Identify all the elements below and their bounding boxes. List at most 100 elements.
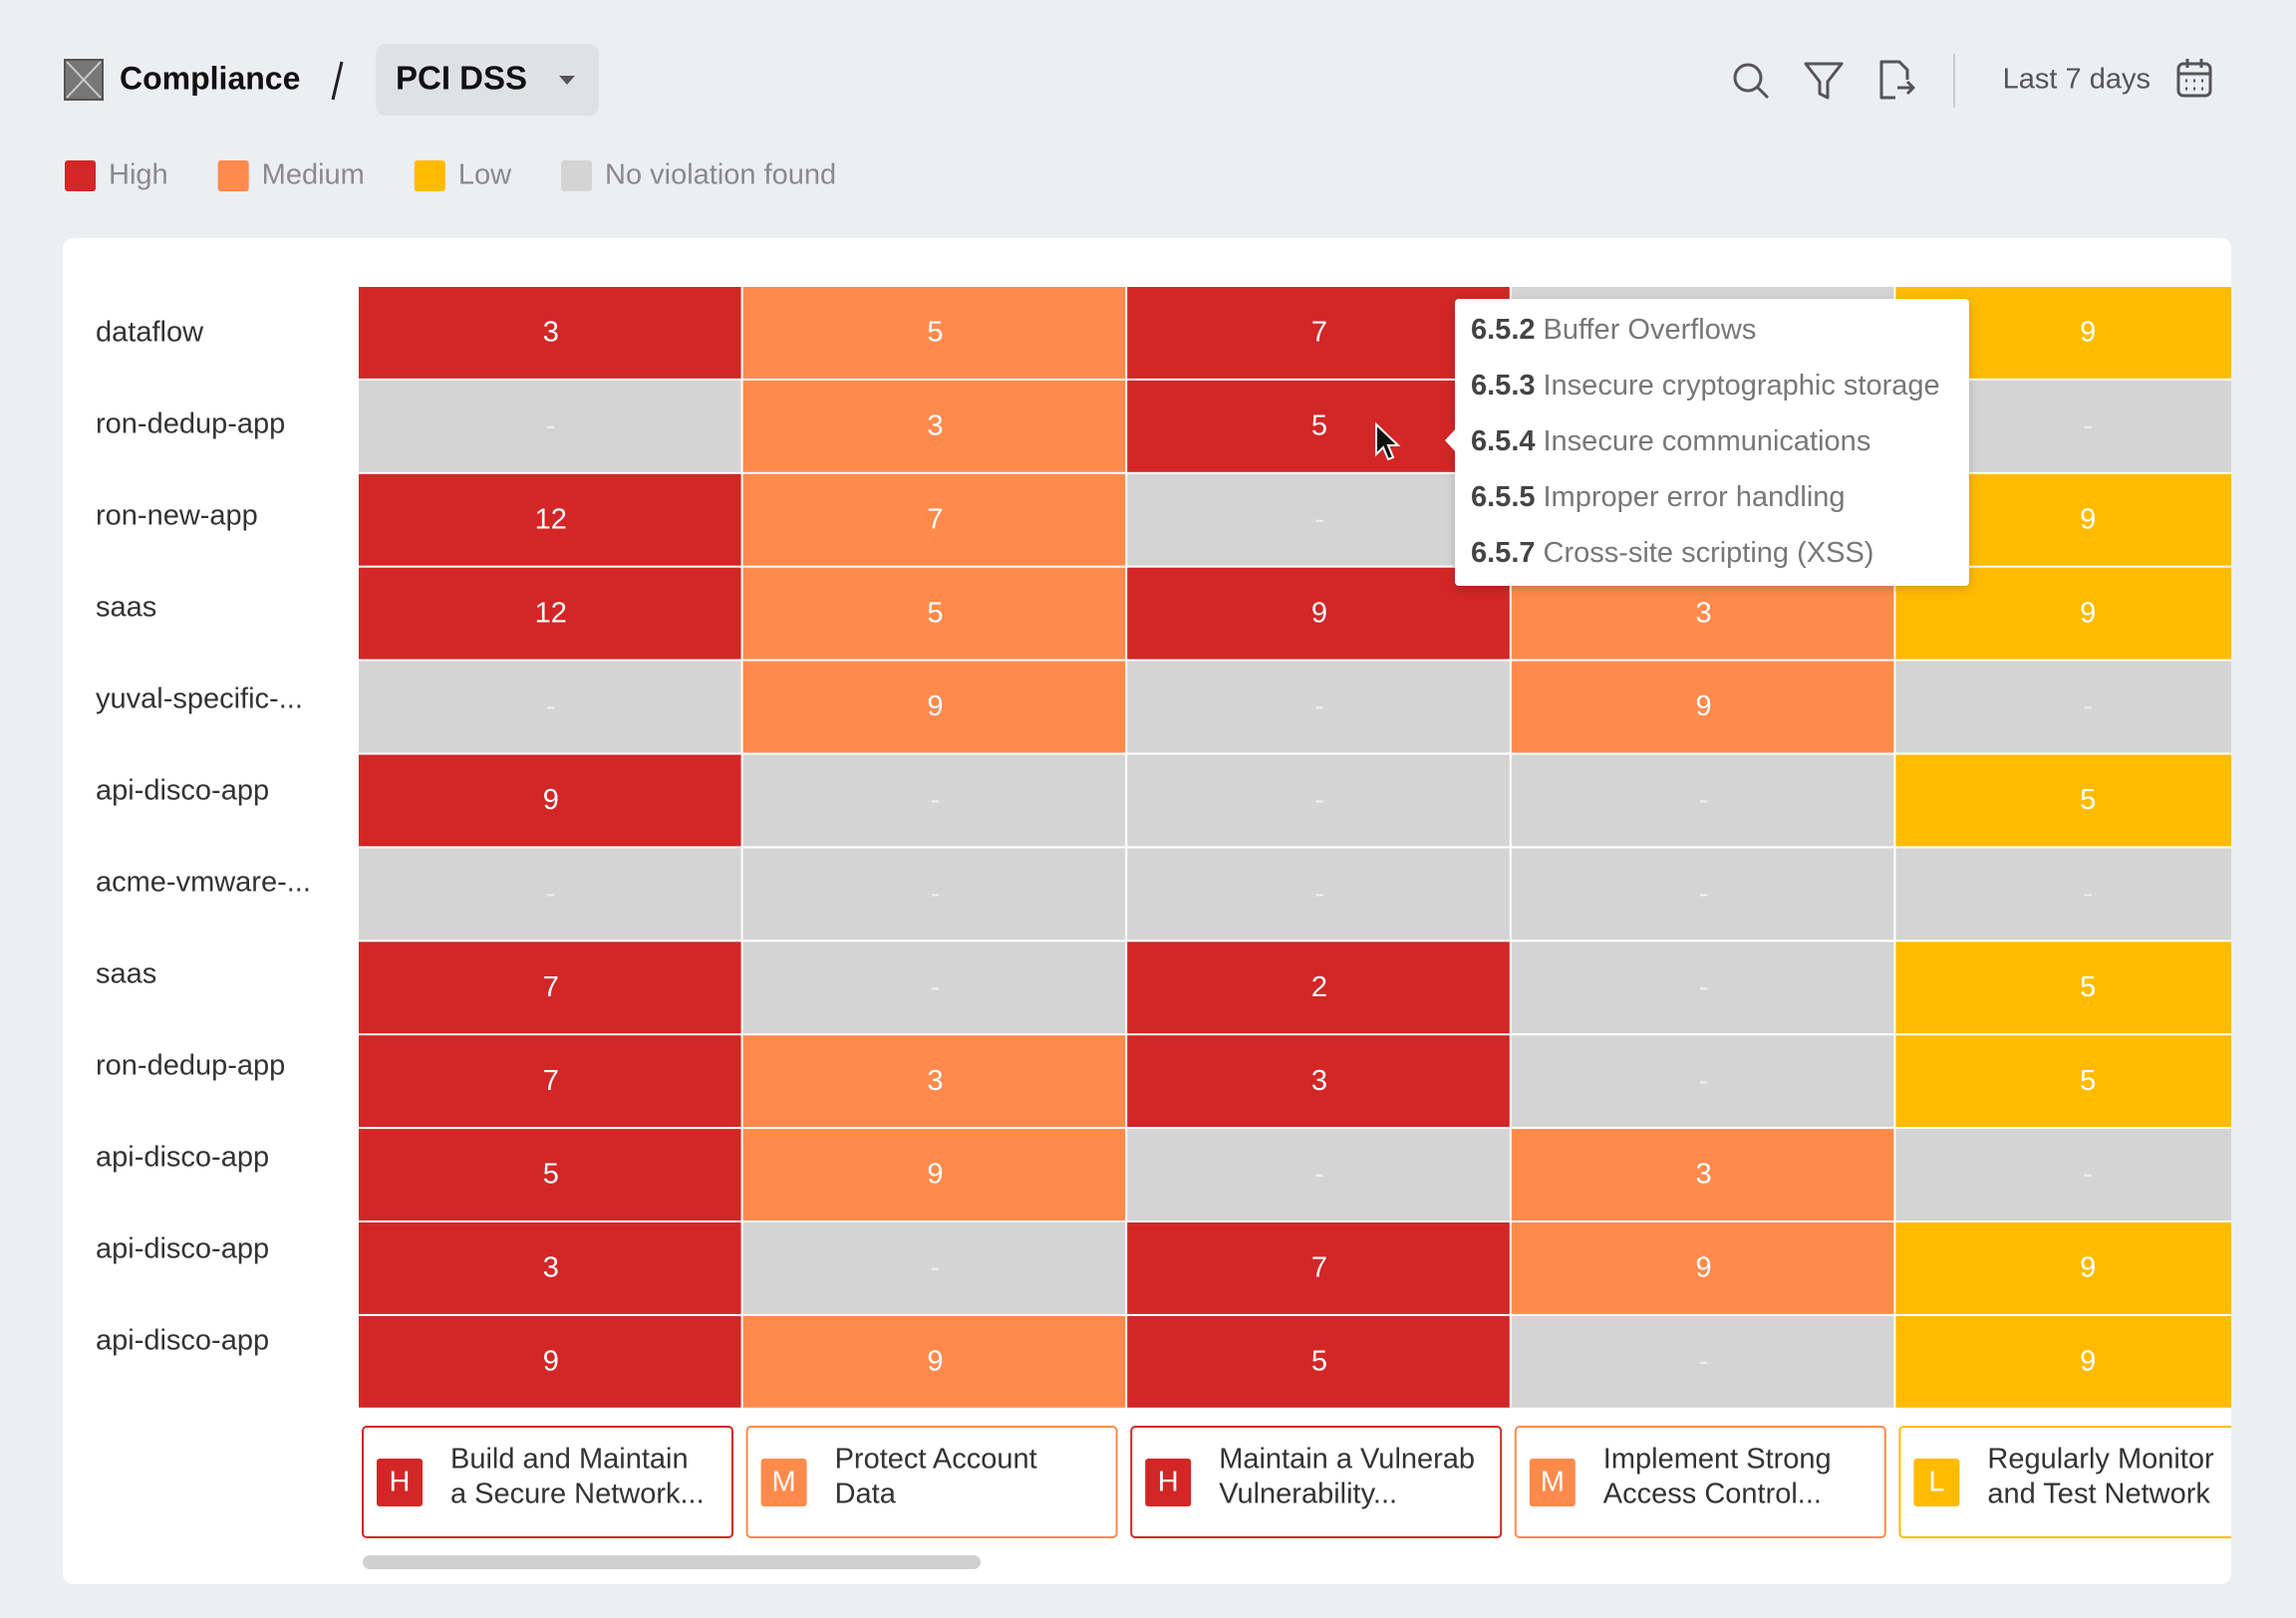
heatmap-cell[interactable]	[1511, 661, 1894, 753]
heatmap-cell[interactable]	[742, 848, 1126, 941]
severity-letter: M	[1541, 1467, 1565, 1498]
heatmap-cell[interactable]	[359, 287, 741, 379]
column-title: Regularly Monitor	[1987, 1444, 2214, 1476]
heatmap-cell[interactable]	[1511, 754, 1894, 847]
tooltip-item: 6.5.7 Cross-site scripting (XSS)	[1471, 537, 1873, 569]
heatmap-cell[interactable]	[359, 942, 741, 1034]
heatmap-cell[interactable]	[1127, 1222, 1510, 1314]
heatmap-cell[interactable]	[1511, 848, 1894, 941]
heatmap-cell[interactable]	[1127, 661, 1510, 753]
cell-value: -	[546, 410, 556, 442]
column-header[interactable]	[745, 1426, 1118, 1538]
heatmap-cell[interactable]	[359, 848, 741, 941]
tooltip-item: 6.5.2 Buffer Overflows	[1471, 314, 1756, 346]
heatmap-cell[interactable]	[742, 287, 1126, 379]
heatmap-cell[interactable]	[1127, 1315, 1510, 1408]
heatmap: 3 5 7 - 9 - 3 5 - 12 7 - 9 12 5 9 3 9 - 9 - 9 - 9 - - - 5 - - - - - 7 - 2 - 5…	[359, 287, 2278, 1408]
heatmap-cell[interactable]	[1895, 848, 2278, 941]
cell-value: 3	[1696, 1159, 1712, 1191]
heatmap-cell[interactable]	[742, 661, 1126, 753]
column-header[interactable]	[1130, 1426, 1503, 1538]
heatmap-cell[interactable]	[1127, 567, 1510, 660]
heatmap-cell[interactable]	[742, 567, 1126, 660]
column-header[interactable]	[362, 1426, 733, 1538]
column-header[interactable]	[1514, 1426, 1886, 1538]
cell-value: 9	[927, 1346, 943, 1378]
cell-value: -	[1699, 878, 1709, 910]
cell-value: -	[1314, 503, 1324, 535]
export-icon[interactable]	[1879, 60, 1915, 100]
cell-value: 5	[927, 317, 943, 349]
heatmap-cell[interactable]	[1895, 1222, 2278, 1314]
heatmap-cell[interactable]	[1895, 661, 2278, 753]
heatmap-cell[interactable]	[1895, 1035, 2278, 1128]
tooltip-item: 6.5.4 Insecure communications	[1471, 425, 1870, 457]
heatmap-cell[interactable]	[1511, 942, 1894, 1034]
severity-badge	[760, 1459, 807, 1506]
heatmap-cell[interactable]	[742, 473, 1126, 566]
filter-icon[interactable]	[1804, 62, 1844, 100]
column-title: a Secure Network...	[450, 1479, 705, 1510]
cell-value: 9	[927, 690, 943, 722]
framework-label[interactable]: PCI DSS	[396, 60, 527, 97]
heatmap-cell[interactable]	[1127, 848, 1510, 941]
section-title[interactable]: Compliance	[120, 60, 300, 96]
column-title: Vulnerability...	[1219, 1479, 1397, 1510]
heatmap-cell[interactable]	[1511, 1035, 1894, 1128]
cell-value: 9	[2080, 1252, 2096, 1284]
heatmap-cell[interactable]	[1127, 754, 1510, 847]
search-icon[interactable]	[1733, 63, 1770, 100]
heatmap-cell[interactable]	[359, 661, 741, 753]
heatmap-cell[interactable]	[742, 942, 1126, 1034]
heatmap-cell[interactable]	[1895, 1315, 2278, 1408]
heatmap-cell[interactable]	[1127, 1129, 1510, 1220]
cell-value: 3	[927, 1065, 943, 1097]
cell-value: -	[1314, 784, 1324, 816]
column-title: Maintain a Vulnerab	[1219, 1444, 1475, 1476]
heatmap-cell[interactable]	[359, 1222, 741, 1314]
cell-value: -	[2083, 878, 2093, 910]
heatmap-cell[interactable]	[359, 1035, 741, 1128]
cell-value: 5	[1311, 1346, 1327, 1378]
requirement-code: 6.5.5	[1471, 481, 1536, 513]
legend-label: High	[109, 159, 168, 191]
heatmap-cell[interactable]	[1895, 1129, 2278, 1220]
cell-value: 3	[1311, 1065, 1327, 1097]
heatmap-cell[interactable]	[359, 567, 741, 660]
legend-swatch	[217, 160, 249, 191]
date-range[interactable]: Last 7 days	[2003, 64, 2151, 96]
heatmap-cell[interactable]	[359, 1315, 741, 1408]
heatmap-cell[interactable]	[742, 1222, 1126, 1314]
legend-label: Low	[458, 159, 512, 191]
cursor	[1375, 421, 1401, 461]
heatmap-cell[interactable]	[359, 473, 741, 566]
heatmap-cell[interactable]	[1127, 942, 1510, 1034]
heatmap-cell[interactable]	[1127, 380, 1510, 472]
heatmap-cell[interactable]	[359, 1129, 741, 1220]
cell-value: 5	[2080, 1065, 2096, 1097]
heatmap-cell[interactable]	[742, 1315, 1126, 1408]
heatmap-cell[interactable]	[742, 1129, 1126, 1220]
heatmap-cell[interactable]	[1127, 1035, 1510, 1128]
calendar-icon[interactable]	[2176, 59, 2212, 98]
column-header[interactable]	[1898, 1426, 2269, 1538]
heatmap-cell[interactable]	[1895, 942, 2278, 1034]
heatmap-cell[interactable]	[742, 1035, 1126, 1128]
heatmap-cell[interactable]	[742, 380, 1126, 472]
heatmap-cell[interactable]	[1127, 287, 1510, 379]
cell-value: 5	[543, 1159, 559, 1191]
framework-dropdown[interactable]: PCI DSS	[376, 44, 599, 116]
heatmap-cell[interactable]	[359, 380, 741, 472]
column-title: Access Control...	[1603, 1479, 1822, 1510]
heatmap-cell[interactable]	[1895, 754, 2278, 847]
legend: High Medium Low No violation found	[65, 159, 836, 191]
heatmap-cell[interactable]	[1511, 1315, 1894, 1408]
row-label: api-disco-app	[96, 1142, 269, 1174]
heatmap-cell[interactable]	[1511, 1129, 1894, 1220]
heatmap-cell[interactable]	[359, 754, 741, 847]
scrollbar[interactable]	[363, 1555, 981, 1569]
heatmap-cell[interactable]	[1127, 473, 1510, 566]
heatmap-cell[interactable]	[1511, 1222, 1894, 1314]
cell-value: -	[2083, 1159, 2093, 1191]
heatmap-cell[interactable]	[742, 754, 1126, 847]
